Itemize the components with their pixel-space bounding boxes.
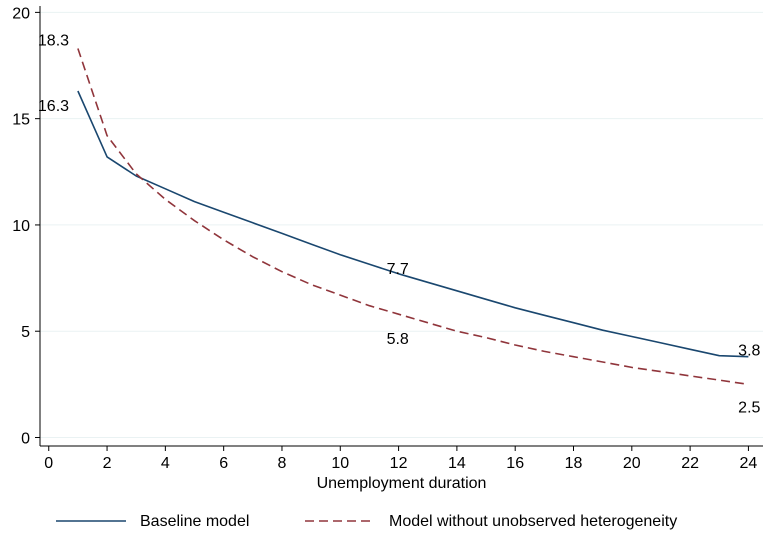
legend-label-1: Model without unobserved heterogeneity	[389, 513, 677, 530]
data-label: 7.7	[387, 261, 409, 278]
data-labels: 16.3 7.7 3.8 18.3 5.8 2.5	[38, 33, 761, 417]
data-label: 18.3	[38, 33, 69, 50]
gridlines	[40, 11, 763, 438]
y-tick-label: 0	[21, 430, 30, 447]
x-tick-label: 6	[219, 455, 228, 472]
y-tick-label: 10	[12, 218, 30, 235]
x-tick-label: 0	[44, 455, 53, 472]
legend-label-0: Baseline model	[140, 513, 249, 530]
x-tick-label: 18	[565, 455, 583, 472]
x-tick-label: 10	[331, 455, 349, 472]
y-tick-label: 15	[12, 112, 30, 129]
data-label: 16.3	[38, 98, 69, 115]
data-label: 2.5	[738, 399, 760, 416]
x-tick-label: 4	[161, 455, 170, 472]
x-tick-label: 12	[390, 455, 408, 472]
x-tick-label: 2	[103, 455, 112, 472]
y-tick-label: 20	[12, 5, 30, 22]
legend: Baseline model Model without unobserved h…	[56, 513, 677, 530]
x-tick-label: 8	[278, 455, 287, 472]
x-tick-label: 24	[740, 455, 758, 472]
data-label: 3.8	[738, 343, 760, 360]
x-axis-title: Unemployment duration	[317, 475, 487, 492]
data-label: 5.8	[387, 331, 409, 348]
series-lines	[77, 48, 749, 386]
x-tick-label: 22	[681, 455, 699, 472]
y-tick-label: 5	[21, 324, 30, 341]
x-tick-label: 14	[448, 455, 466, 472]
series-line-0	[77, 90, 749, 358]
x-tick-label: 20	[623, 455, 641, 472]
series-line-1	[77, 48, 749, 386]
x-tick-label: 16	[506, 455, 524, 472]
